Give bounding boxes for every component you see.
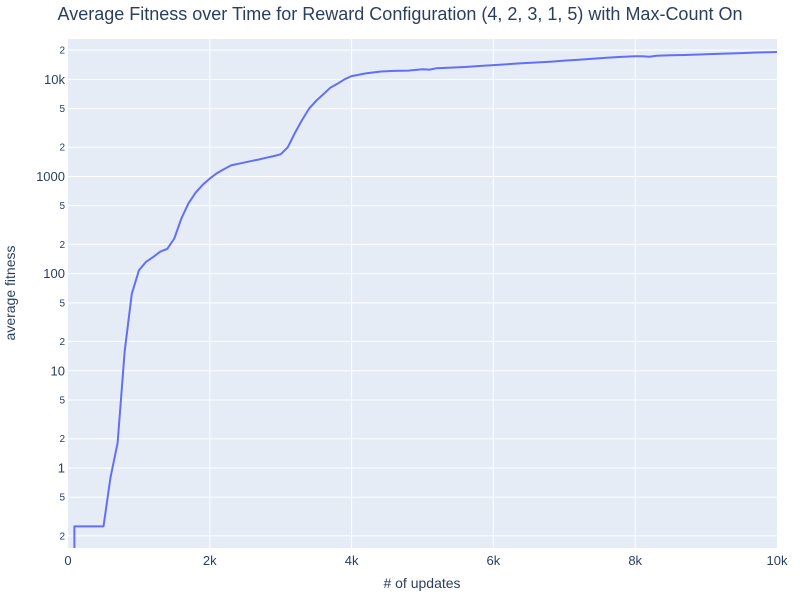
y-minor-tick-label: 5 (59, 201, 65, 212)
y-axis-title: average fitness (2, 246, 18, 341)
y-minor-tick-label: 2 (59, 434, 65, 445)
y-tick-label: 10 (51, 363, 65, 378)
x-tick-label: 10k (767, 553, 788, 568)
y-minor-tick-label: 5 (59, 396, 65, 407)
grid-lines (68, 39, 777, 548)
x-tick-label: 6k (487, 553, 501, 568)
y-minor-tick-label: 5 (59, 493, 65, 504)
y-minor-tick-label: 5 (59, 298, 65, 309)
y-minor-tick-label: 2 (59, 240, 65, 251)
y-tick-label: 1000 (36, 169, 65, 184)
y-tick-label: 1 (58, 460, 65, 475)
y-minor-tick-label: 2 (59, 337, 65, 348)
y-minor-tick-label: 5 (59, 104, 65, 115)
plot-background (68, 39, 777, 548)
x-axis-title: # of updates (383, 575, 460, 591)
y-tick-label: 100 (43, 266, 65, 281)
y-minor-tick-label: 2 (59, 46, 65, 57)
x-tick-label: 8k (628, 553, 642, 568)
x-tick-label: 2k (203, 553, 217, 568)
y-minor-tick-label: 2 (59, 531, 65, 542)
y-tick-label: 10k (44, 72, 65, 87)
x-tick-label: 4k (345, 553, 359, 568)
y-minor-tick-label: 2 (59, 143, 65, 154)
x-tick-label: 0 (64, 553, 71, 568)
